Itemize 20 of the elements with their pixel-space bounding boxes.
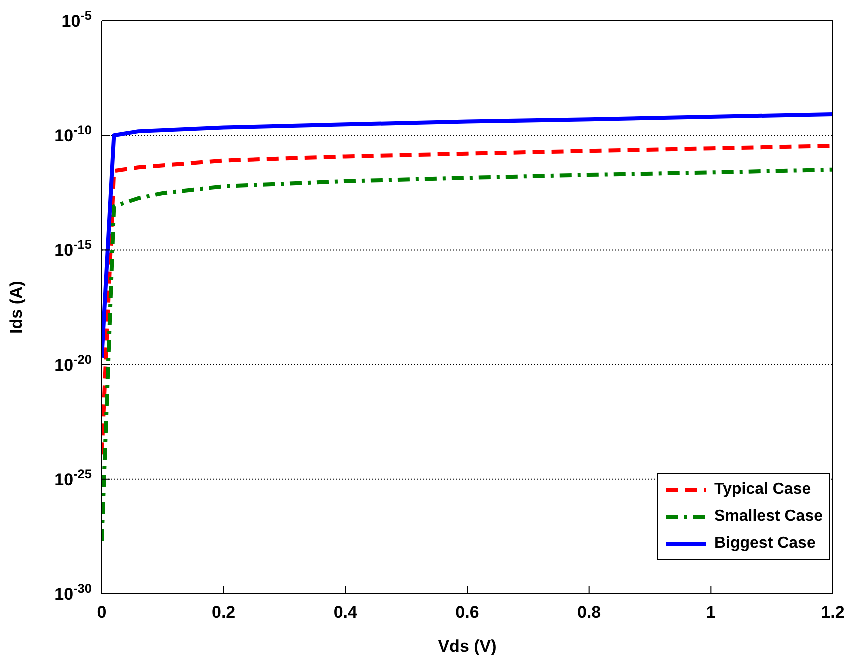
x-tick-label: 0.4 [334,603,358,622]
legend-label: Smallest Case [714,508,823,526]
y-axis-title: Ids (A) [7,281,26,334]
y-tick-label: 10$^{-25}$ [54,466,92,490]
legend-label: Biggest Case [714,534,816,552]
y-tick-label: 10$^{-20}$ [54,351,92,375]
line-series [102,144,833,457]
x-tick-label: 0 [97,603,107,622]
y-tick-label: 10$^{-5}$ [62,8,92,31]
y-tick-label: 10$^{-10}$ [54,122,92,146]
x-tick-label: 0.6 [456,603,480,622]
line-series [102,112,833,360]
x-axis-title: Vds (V) [438,637,497,656]
legend-label: Typical Case [714,480,812,498]
y-tick-label: 10$^{-30}$ [54,580,92,604]
x-tick-label: 1.2 [821,603,844,622]
y-tick-label: 10$^{-15}$ [54,236,92,260]
x-tick-label: 0.8 [578,603,602,622]
x-tick-label: 0.2 [212,603,236,622]
x-tick-label: 1 [706,603,716,622]
